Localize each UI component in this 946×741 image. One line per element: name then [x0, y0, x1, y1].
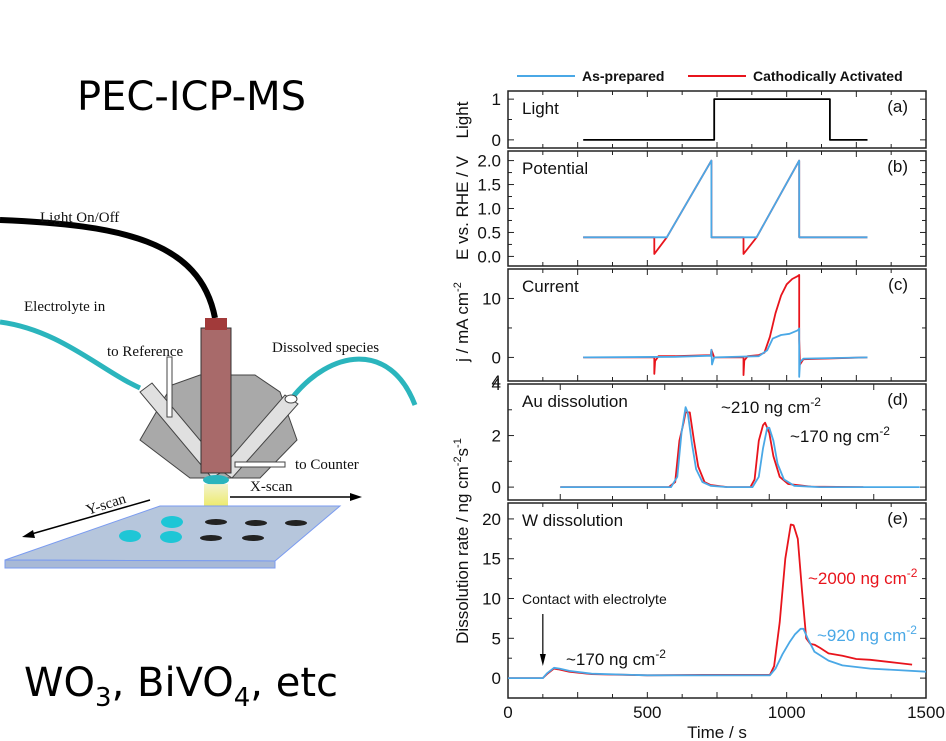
electrolyte-in-tube — [0, 319, 142, 391]
y-tick-label: 0 — [492, 478, 501, 497]
outlet-tube — [290, 356, 418, 406]
reference-electrode — [166, 356, 173, 418]
ylabel-light: Light — [453, 101, 472, 138]
panel-label: W dissolution — [522, 511, 623, 530]
y-tick-label: 0.0 — [477, 247, 501, 266]
ylabel-current: j / mA cm-2 — [452, 282, 472, 363]
droplet — [203, 475, 229, 485]
series-cathodically-activated — [583, 159, 868, 255]
legend-label-activated: Cathodically Activated — [753, 68, 903, 84]
y-tick-label: 15 — [482, 550, 501, 569]
y-scan-arrow — [27, 499, 151, 536]
series-as-prepared — [560, 406, 920, 488]
x-scan-label: X-scan — [250, 479, 293, 495]
counter-label: to Counter — [295, 457, 359, 473]
spot — [205, 519, 227, 525]
materials-label: WO3, BiVO4, etc — [24, 660, 338, 713]
y-tick-label: 1.5 — [477, 176, 501, 195]
ylabel-dissolution: Dissolution rate / ng cm-2s-1 — [452, 438, 472, 644]
y-tick-label: 0.5 — [477, 223, 501, 242]
fiber-cap — [205, 318, 227, 330]
panel-a: 0 1 Light (a) — [492, 90, 927, 150]
series-cathodically-activated — [508, 523, 913, 679]
annotation: ~920 ng cm-2 — [817, 623, 917, 645]
subscript-4: 4 — [233, 683, 251, 713]
panel-c: 0 10 Current (c) 4 — [482, 268, 927, 391]
panel-tag: (c) — [888, 275, 908, 294]
y-tick-label: 0 — [492, 131, 501, 150]
ylabel-potential: E vs. RHE / V — [453, 155, 472, 260]
panel-label: Current — [522, 277, 579, 296]
outlet-opening — [284, 394, 298, 404]
series-light — [583, 98, 868, 141]
y-tick-label: 20 — [482, 510, 501, 529]
x-scan-arrowhead — [350, 493, 362, 501]
panel-tag: (d) — [887, 390, 908, 409]
x-tick-label: 1500 — [907, 703, 945, 722]
panel-tag: (a) — [887, 97, 908, 116]
legend-label-as-prepared: As-prepared — [582, 68, 664, 84]
materials-part: WO — [24, 660, 96, 706]
panel-tag: (e) — [887, 509, 908, 528]
spot — [242, 535, 264, 541]
legend: As-prepared Cathodically Activated — [517, 68, 903, 84]
y-tick-label: 0 — [492, 669, 501, 688]
y-tick-label: 4 — [492, 372, 501, 391]
panel-label: Potential — [522, 159, 588, 178]
materials-part: , BiVO — [111, 660, 234, 706]
panel-label: Au dissolution — [522, 392, 628, 411]
spot-dissolved — [160, 531, 182, 543]
spot — [200, 535, 222, 541]
x-tick-label: 1000 — [768, 703, 806, 722]
y-tick-label: 1.0 — [477, 200, 501, 219]
y-tick-label: 0 — [492, 348, 501, 367]
series-cathodically-activated — [560, 411, 864, 488]
panel-tag: (b) — [887, 157, 908, 176]
panel-e: 0 500 1000 1500 0 5 10 15 20 W dissolution (e) Cont… — [482, 502, 945, 722]
spot-dissolved — [161, 516, 183, 528]
panel-d: 0 2 4 Au dissolution (d) ~210 ng cm-2 ~170 ng … — [492, 375, 927, 501]
light-fiber-cable — [0, 217, 218, 319]
annotation-contact: Contact with electrolyte — [522, 591, 667, 607]
x-tick-label: 500 — [633, 703, 661, 722]
dissolved-label: Dissolved species — [272, 340, 379, 356]
materials-part: , etc — [250, 660, 338, 706]
substrate-edge — [4, 559, 276, 569]
reference-label: to Reference — [107, 344, 184, 360]
series-as-prepared — [583, 159, 868, 239]
y-tick-label: 1 — [492, 90, 501, 109]
contact-arrowhead — [539, 654, 546, 666]
spot — [245, 520, 267, 526]
x-tick-label: 0 — [503, 703, 512, 722]
panel-b: 0.0 0.5 1.0 1.5 2.0 Potential (b) — [477, 150, 927, 267]
subscript-3: 3 — [95, 683, 112, 713]
series-as-prepared — [583, 327, 868, 378]
y-tick-label: 2.0 — [477, 152, 501, 171]
annotation: ~210 ng cm-2 — [721, 395, 821, 417]
series-as-prepared — [508, 627, 927, 679]
y-tick-label: 10 — [482, 289, 501, 308]
spot — [285, 520, 307, 526]
setup-illustration: Light On/Off Electrolyte in to Reference… — [0, 210, 418, 569]
y-tick-label: 5 — [492, 629, 501, 648]
light-label: Light On/Off — [40, 210, 119, 226]
annotation: ~170 ng cm-2 — [566, 647, 666, 669]
electrolyte-label: Electrolyte in — [24, 299, 106, 315]
annotation: ~170 ng cm-2 — [790, 424, 890, 446]
y-tick-label: 10 — [482, 590, 501, 609]
y-scan-arrowhead — [22, 530, 35, 538]
figure-title: PEC-ICP-MS — [77, 74, 307, 120]
annotation: ~2000 ng cm-2 — [808, 566, 918, 588]
counter-electrode — [234, 461, 286, 468]
panel-label: Light — [522, 99, 559, 118]
spot-dissolved — [119, 530, 141, 542]
xlabel-time: Time / s — [687, 723, 747, 741]
y-tick-label: 2 — [492, 427, 501, 446]
y-tick-label: 4 — [492, 375, 501, 394]
series-cathodically-activated — [583, 274, 868, 376]
